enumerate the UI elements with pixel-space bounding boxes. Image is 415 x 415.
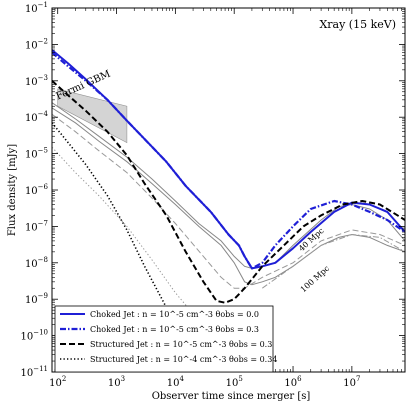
x-axis-ticks: 102 103 104 105 106 107 — [49, 8, 406, 389]
x-tick-label: 106 — [284, 375, 302, 389]
x-tick-label: 105 — [226, 375, 243, 389]
y-tick-label: 10−7 — [25, 219, 48, 233]
y-tick-label: 10−2 — [25, 37, 48, 51]
y-axis-ticks: 10−11 10−10 10−9 10−8 10−7 10−6 10−5 10−4 10−3 10… — [20, 1, 405, 379]
x-axis-label: Observer time since merger [s] — [152, 391, 311, 402]
legend-label: Structured Jet : n = 10^-4 cm^-3 θobs = … — [90, 355, 277, 364]
y-tick-label: 10−1 — [25, 1, 48, 15]
x-tick-label: 107 — [343, 375, 360, 389]
x-tick-label: 102 — [49, 375, 66, 389]
y-tick-label: 10−6 — [25, 183, 49, 197]
y-tick-label: 10−3 — [25, 74, 48, 88]
y-axis-label: Flux density [mJy] — [7, 144, 18, 236]
series-line-2 — [52, 80, 405, 304]
y-tick-label: 10−4 — [25, 110, 49, 124]
y-tick-label: 10−9 — [25, 292, 48, 306]
legend-label: Choked Jet : n = 10^-5 cm^-3 θobs = 0.3 — [90, 325, 259, 334]
comparison-curve-3 — [262, 233, 405, 289]
y-tick-label: 10−10 — [20, 329, 48, 343]
x-tick-label: 104 — [167, 375, 185, 389]
y-tick-label: 10−5 — [25, 147, 48, 161]
legend-label: Structured Jet : n = 10^-5 cm^-3 θobs = … — [90, 340, 272, 349]
legend-box — [54, 305, 274, 373]
y-tick-label: 10−11 — [20, 365, 48, 379]
x-tick-label: 103 — [108, 375, 125, 389]
y-tick-label: 10−8 — [25, 256, 48, 270]
series-line-0 — [52, 49, 405, 270]
comparison-curve-2 — [52, 113, 405, 289]
legend: Choked Jet : n = 10^-5 cm^-3 θobs = 0.0 C… — [54, 305, 277, 373]
band-label: Xray (15 keV) — [319, 18, 396, 31]
legend-label: Choked Jet : n = 10^-5 cm^-3 θobs = 0.0 — [90, 310, 259, 319]
